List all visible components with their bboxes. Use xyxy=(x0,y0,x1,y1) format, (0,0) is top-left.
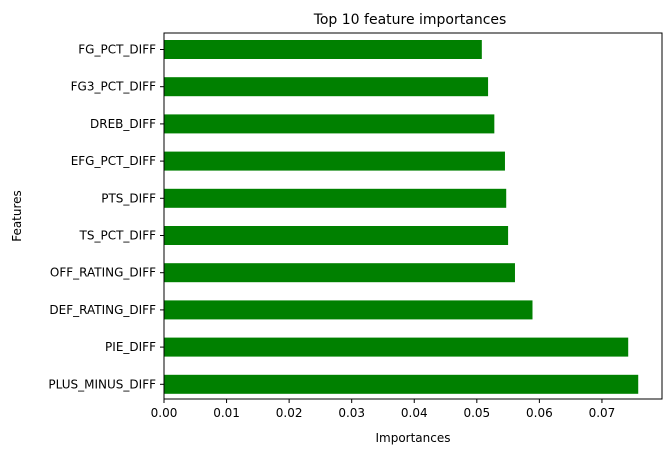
x-tick-label: 0.00 xyxy=(151,406,178,420)
y-axis-ticks: FG_PCT_DIFF FG3_PCT_DIFF DREB_DIFF EFG_PCT_… xyxy=(48,43,164,391)
bar xyxy=(164,263,515,283)
x-tick-label: 0.02 xyxy=(276,406,303,420)
x-axis-label: Importances xyxy=(375,431,450,445)
bar xyxy=(164,300,533,320)
bar xyxy=(164,188,507,208)
bar xyxy=(164,151,505,171)
bar xyxy=(164,114,495,134)
bar xyxy=(164,77,489,97)
x-tick-label: 0.01 xyxy=(213,406,240,420)
y-tick-label: EFG_PCT_DIFF xyxy=(71,154,156,168)
x-tick-label: 0.05 xyxy=(463,406,490,420)
bars-group xyxy=(164,40,639,394)
y-tick-label: PIE_DIFF xyxy=(105,340,156,354)
x-tick-label: 0.04 xyxy=(401,406,428,420)
x-tick-label: 0.07 xyxy=(589,406,616,420)
y-tick-label: DREB_DIFF xyxy=(90,117,156,131)
bar xyxy=(164,337,629,357)
y-tick-label: PLUS_MINUS_DIFF xyxy=(48,377,156,391)
chart-title: Top 10 feature importances xyxy=(313,12,507,28)
y-tick-label: FG3_PCT_DIFF xyxy=(71,80,156,94)
bar xyxy=(164,40,482,59)
x-axis-ticks: 0.00 0.01 0.02 0.03 0.04 0.05 0.06 0.07 xyxy=(151,399,616,420)
y-tick-label: TS_PCT_DIFF xyxy=(79,229,157,243)
y-tick-label: DEF_RATING_DIFF xyxy=(49,303,156,317)
bar xyxy=(164,374,639,394)
y-axis-label: Features xyxy=(10,190,24,242)
y-tick-label: OFF_RATING_DIFF xyxy=(50,266,156,280)
y-tick-label: PTS_DIFF xyxy=(101,191,156,205)
plot-frame xyxy=(163,32,663,400)
x-tick-label: 0.06 xyxy=(526,406,553,420)
bar xyxy=(164,226,509,245)
x-tick-label: 0.03 xyxy=(338,406,365,420)
y-tick-label: FG_PCT_DIFF xyxy=(78,43,156,57)
